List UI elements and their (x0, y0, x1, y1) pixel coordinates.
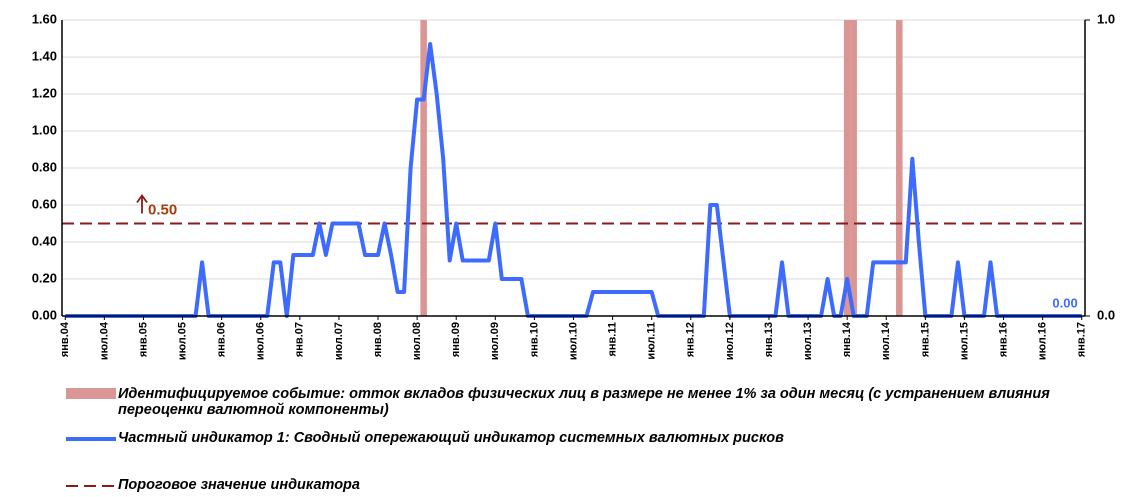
legend-label: Частный индикатор 1: Сводный опережающий… (118, 430, 784, 446)
x-tick-label: июл.08 (411, 322, 423, 360)
x-tick-label: янв.13 (763, 322, 775, 357)
event-bar (896, 20, 903, 316)
threshold-label: 0.50 (148, 201, 177, 218)
x-tick-label: янв.08 (372, 322, 384, 357)
x-tick-label: июл.06 (255, 322, 267, 360)
y-tick-label: 1.00 (32, 122, 57, 137)
x-tick-label: янв.09 (450, 322, 462, 357)
event-bar (843, 20, 851, 316)
end-label: 0.00 (1052, 295, 1077, 310)
x-tick-label: июл.05 (176, 322, 188, 360)
legend-item: Пороговое значение индикатора (66, 477, 1106, 495)
y-tick-label: 0.40 (32, 233, 57, 248)
y-tick-label: 0.80 (32, 159, 57, 174)
x-tick-label: июл.13 (802, 322, 814, 360)
legend-item: Идентифицируемое событие: отток вкладов … (66, 386, 1106, 418)
x-tick-label: июл.16 (1037, 322, 1049, 360)
x-tick-label: янв.04 (59, 321, 71, 357)
legend-swatch (66, 485, 116, 487)
y-tick-label: 1.40 (32, 48, 57, 63)
x-tick-label: янв.06 (216, 322, 228, 357)
x-tick-label: июл.11 (646, 322, 658, 360)
event-bar (420, 20, 427, 316)
x-tick-label: янв.07 (294, 322, 306, 357)
x-tick-label: янв.17 (1076, 322, 1088, 357)
legend-label: Пороговое значение индикатора (118, 477, 360, 493)
x-tick-label: янв.15 (919, 322, 931, 357)
x-tick-label: янв.11 (607, 322, 619, 357)
legend-item: Частный индикатор 1: Сводный опережающий… (66, 430, 1106, 448)
x-tick-label: янв.16 (997, 322, 1009, 357)
event-bar (850, 20, 857, 316)
y-tick-label: 0.60 (32, 196, 57, 211)
y2-tick-label: 1.0 (1097, 11, 1115, 26)
x-tick-label: янв.05 (137, 322, 149, 357)
x-tick-label: июл.14 (880, 321, 892, 360)
y-tick-label: 0.20 (32, 270, 57, 285)
legend-swatch (66, 437, 116, 441)
x-tick-label: июл.09 (489, 322, 501, 360)
y-tick-label: 1.60 (32, 11, 57, 26)
x-tick-label: июл.07 (333, 322, 345, 360)
chart: 0.00 0.20 0.40 0.60 0.80 1.00 1.20 1.40 1.60 0.0 1… (32, 11, 1115, 360)
y2-tick-label: 0.0 (1097, 307, 1115, 322)
indicator-line (65, 42, 1082, 318)
x-tick-label: июл.15 (958, 322, 970, 360)
x-tick-label: янв.10 (528, 322, 540, 357)
x-tick-label: июл.04 (98, 321, 110, 360)
x-tick-label: июл.10 (567, 322, 579, 360)
x-tick-label: янв.14 (841, 321, 853, 357)
legend-swatch-bar (66, 388, 116, 399)
threshold-arrow (136, 193, 148, 214)
y-tick-label: 0.00 (32, 307, 57, 322)
legend-swatch (66, 388, 116, 399)
legend-label: Идентифицируемое событие: отток вкладов … (118, 386, 1050, 418)
x-tick-label: июл.12 (724, 322, 736, 360)
x-tick-label: янв.12 (685, 322, 697, 357)
y-tick-label: 1.20 (32, 85, 57, 100)
